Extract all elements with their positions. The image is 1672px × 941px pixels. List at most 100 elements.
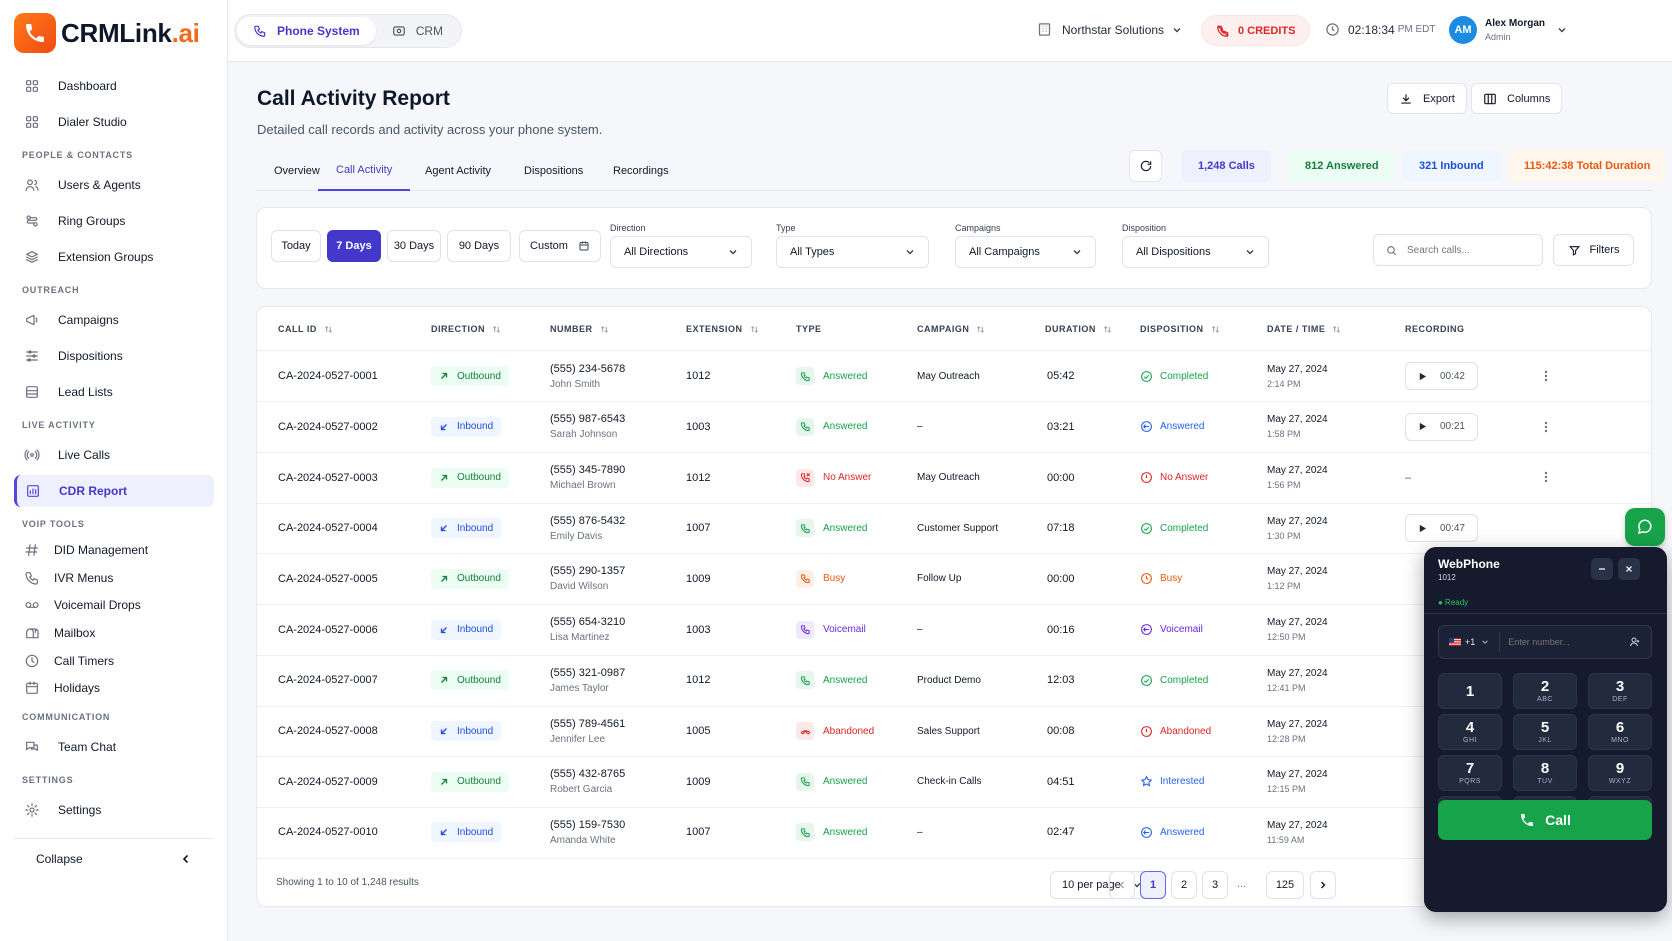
dial-key-3[interactable]: 3 DEF [1588,673,1652,709]
switch-phone-system[interactable]: Phone System [237,17,376,45]
disposition-select[interactable]: All Dispositions [1122,236,1269,268]
column-header-duration[interactable]: DURATION [1045,307,1112,351]
dial-key-8[interactable]: 8 TUV [1513,755,1577,791]
phone-number[interactable]: (555) 987-6543 [550,413,626,426]
table-row[interactable]: CA-2024-0527-0004 Inbound (555) 876-5432… [257,503,1651,555]
sidebar-item-voicemail-drops[interactable]: Voicemail Drops [14,593,214,617]
app-logo[interactable]: CRMLink.ai [14,13,200,53]
dial-key-9[interactable]: 9 WXYZ [1588,755,1652,791]
phone-number[interactable]: (555) 345-7890 [550,464,626,477]
table-row[interactable]: CA-2024-0527-0007 Outbound (555) 321-098… [257,655,1651,707]
range-30-days-button[interactable]: 30 Days [387,230,441,262]
sidebar-item-team-chat[interactable]: Team Chat [14,731,214,763]
column-header-type[interactable]: TYPE [796,307,822,351]
call-button[interactable]: Call [1438,800,1652,840]
dial-key-4[interactable]: 4 GHI [1438,714,1502,750]
range-90-days-button[interactable]: 90 Days [447,230,511,262]
switch-crm[interactable]: CRM [376,17,459,45]
phone-number[interactable]: (555) 654-3210 [550,616,626,629]
column-header-campaign[interactable]: CAMPAIGN [917,307,985,351]
page-button[interactable]: 1 [1140,871,1166,899]
dial-number-input[interactable] [1499,632,1629,652]
phone-number[interactable]: (555) 321-0987 [550,666,626,679]
column-header-extension[interactable]: EXTENSION [686,307,759,351]
prev-page-button[interactable] [1109,871,1135,899]
table-row[interactable]: CA-2024-0527-0003 Outbound (555) 345-789… [257,452,1651,504]
dial-key-6[interactable]: 6 MNO [1588,714,1652,750]
sidebar-item-holidays[interactable]: Holidays [14,676,214,700]
organization-selector[interactable]: Northstar Solutions [1037,22,1182,37]
column-header-date-time[interactable]: DATE / TIME [1267,307,1341,351]
credits-badge[interactable]: 0 CREDITS [1201,15,1311,46]
country-code[interactable]: +1 [1465,637,1476,647]
search-input[interactable] [1407,244,1527,256]
dial-key-2[interactable]: 2 ABC [1513,673,1577,709]
sidebar-item-lead-lists[interactable]: Lead Lists [14,376,214,408]
column-header-number[interactable]: NUMBER [550,307,609,351]
play-recording-button[interactable]: 00:47 [1405,514,1478,543]
phone-number[interactable]: (555) 789-4561 [550,717,626,730]
tab-overview[interactable]: Overview [274,164,320,177]
chat-fab-button[interactable] [1625,508,1665,546]
play-recording-button[interactable]: 00:42 [1405,362,1478,391]
table-row[interactable]: CA-2024-0527-0002 Inbound (555) 987-6543… [257,402,1651,454]
table-row[interactable]: CA-2024-0527-0005 Outbound (555) 290-135… [257,554,1651,606]
sidebar-item-dialer-studio[interactable]: Dialer Studio [14,106,214,138]
sidebar-item-mailbox[interactable]: Mailbox [14,621,214,645]
sidebar-item-live-calls[interactable]: Live Calls [14,439,214,471]
direction-select[interactable]: All Directions [610,236,752,268]
chevron-down-icon[interactable] [1481,638,1489,646]
play-recording-button[interactable]: 00:21 [1405,412,1478,441]
minimize-button[interactable] [1591,558,1613,580]
close-button[interactable] [1618,558,1640,580]
page-button[interactable]: 2 [1171,871,1197,899]
phone-number[interactable]: (555) 159-7530 [550,818,626,831]
filters-button[interactable]: Filters [1553,234,1634,266]
sidebar-item-dispositions[interactable]: Dispositions [14,340,214,372]
sidebar-item-users-agents[interactable]: Users & Agents [14,169,214,201]
column-header-disposition[interactable]: DISPOSITION [1140,307,1220,351]
collapse-button[interactable]: Collapse [14,838,214,878]
phone-number[interactable]: (555) 432-8765 [550,768,626,781]
campaigns-select[interactable]: All Campaigns [955,236,1096,268]
sidebar-item-campaigns[interactable]: Campaigns [14,304,214,336]
sidebar-item-dashboard[interactable]: Dashboard [14,70,214,102]
sidebar-item-ivr-menus[interactable]: IVR Menus [14,566,214,590]
more-options-icon[interactable] [1539,470,1553,484]
dial-key-5[interactable]: 5 JKL [1513,714,1577,750]
table-row[interactable]: CA-2024-0527-0006 Inbound (555) 654-3210… [257,605,1651,656]
column-header-direction[interactable]: DIRECTION [431,307,501,351]
page-button[interactable]: 3 [1202,871,1228,899]
column-header-call-id[interactable]: CALL ID [278,307,333,351]
sidebar-item-settings[interactable]: Settings [14,794,214,826]
table-row[interactable]: CA-2024-0527-0010 Inbound (555) 159-7530… [257,807,1651,859]
next-page-button[interactable] [1310,871,1336,899]
page-button[interactable]: 125 [1266,871,1304,899]
sidebar-item-call-timers[interactable]: Call Timers [14,649,214,673]
range-custom-button[interactable]: Custom [519,230,601,262]
user-menu[interactable]: AM Alex Morgan Admin [1449,16,1567,44]
range-7-days-button[interactable]: 7 Days [327,230,381,262]
dial-key-7[interactable]: 7 PQRS [1438,755,1502,791]
columns-button[interactable]: Columns [1471,83,1563,114]
sidebar-item-ring-groups[interactable]: Ring Groups [14,205,214,237]
phone-number[interactable]: (555) 234-5678 [550,362,626,375]
more-options-icon[interactable] [1539,420,1553,434]
dial-key-1[interactable]: 1 [1438,673,1502,709]
table-row[interactable]: CA-2024-0527-0009 Outbound (555) 432-876… [257,757,1651,808]
tab-call-activity[interactable]: Call Activity [318,150,411,191]
per-page-select[interactable]: 10 per page [1050,871,1154,899]
more-options-icon[interactable] [1539,369,1553,383]
sidebar-item-extension-groups[interactable]: Extension Groups [14,241,214,273]
tab-recordings[interactable]: Recordings [613,164,669,177]
export-button[interactable]: Export [1387,83,1467,114]
sidebar-item-cdr-report[interactable]: CDR Report [14,475,214,507]
sidebar-item-did-management[interactable]: DID Management [14,538,214,562]
table-row[interactable]: CA-2024-0527-0008 Inbound (555) 789-4561… [257,706,1651,758]
range-today-button[interactable]: Today [271,230,321,262]
us-flag-icon[interactable] [1449,638,1461,646]
phone-number[interactable]: (555) 876-5432 [550,514,626,527]
column-header-recording[interactable]: RECORDING [1405,307,1465,351]
type-select[interactable]: All Types [776,236,929,268]
contact-icon[interactable] [1629,636,1641,648]
